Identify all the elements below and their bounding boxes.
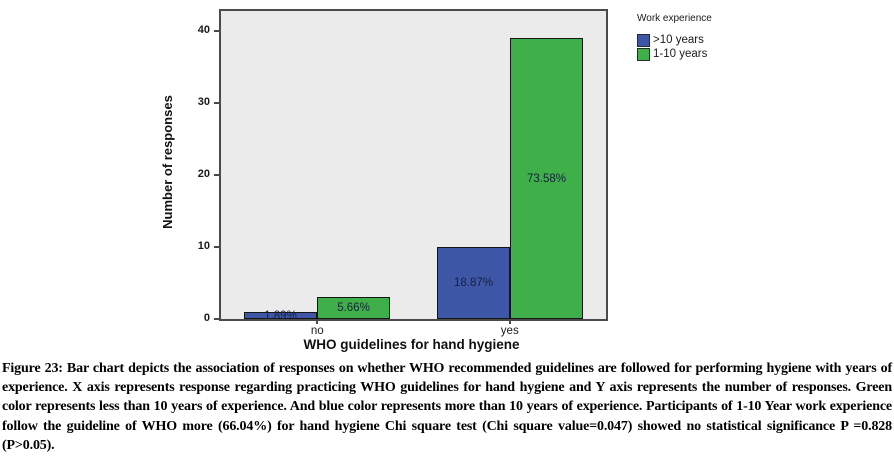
y-tick-mark <box>214 318 220 320</box>
y-tick-mark <box>214 102 220 105</box>
bar-chart: Number of responses 1.89% 5.66% 18.87% 73.5… <box>160 9 712 352</box>
bar-no--10-years <box>244 312 317 319</box>
bar-value-label: 1.89% <box>264 309 297 322</box>
x-tick-mark <box>508 319 511 324</box>
y-tick-mark <box>214 246 220 249</box>
y-tick-label: 10 <box>197 240 210 253</box>
y-tick-label: 0 <box>203 312 210 324</box>
y-tick-label: 30 <box>197 96 210 109</box>
y-tick-mark <box>214 174 220 177</box>
x-tick-label: yes <box>500 325 519 337</box>
y-tick-label: 40 <box>197 24 210 37</box>
bar-value-label: 73.58% <box>526 172 567 185</box>
legend-color-swatch <box>637 33 650 47</box>
legend-items: >10 years 1-10 years <box>637 33 712 61</box>
x-tick-label: no <box>310 325 324 337</box>
y-axis-title-text: Number of responses <box>160 95 175 229</box>
plot-area: 1.89% 5.66% 18.87% 73.58% <box>219 9 608 322</box>
legend-item-label: >10 years <box>653 34 704 46</box>
bar-yes--10-years <box>437 247 510 319</box>
legend: Work experience >10 years 1-10 years <box>637 13 712 61</box>
bar-no-1-10-years <box>317 297 390 319</box>
legend-title: Work experience <box>637 13 712 24</box>
y-tick-label: 20 <box>197 168 210 181</box>
legend-item-label: 1-10 years <box>653 48 708 60</box>
y-tick-mark <box>214 30 220 33</box>
legend-color-swatch <box>637 47 650 61</box>
bar-yes-1-10-years <box>510 38 583 319</box>
x-tick-mark <box>316 319 319 324</box>
x-axis-title: WHO guidelines for hand hygiene <box>303 337 520 352</box>
legend-item: 1-10 years <box>637 47 712 61</box>
legend-item: >10 years <box>637 33 712 47</box>
bar-value-label: 5.66% <box>337 302 370 314</box>
bar-value-label: 18.87% <box>453 277 494 289</box>
figure-caption: Figure 23: Bar chart depicts the associa… <box>2 361 892 453</box>
